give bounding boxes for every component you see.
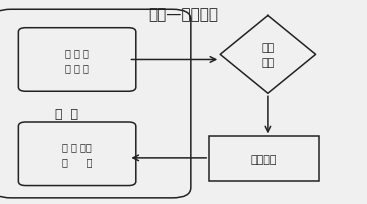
FancyBboxPatch shape: [0, 10, 191, 198]
FancyBboxPatch shape: [18, 29, 136, 92]
Text: 个 人 通讯
设      备: 个 人 通讯 设 备: [62, 141, 92, 167]
Bar: [209, 137, 319, 182]
Text: 个 人 诊
疗 设 备: 个 人 诊 疗 设 备: [65, 48, 89, 73]
Text: 终  端: 终 端: [55, 108, 77, 121]
Text: 社区医疗: 社区医疗: [251, 154, 277, 164]
Text: 系统—终端框图: 系统—终端框图: [149, 7, 218, 22]
FancyBboxPatch shape: [18, 122, 136, 186]
Text: 通信
网络: 通信 网络: [261, 43, 275, 67]
